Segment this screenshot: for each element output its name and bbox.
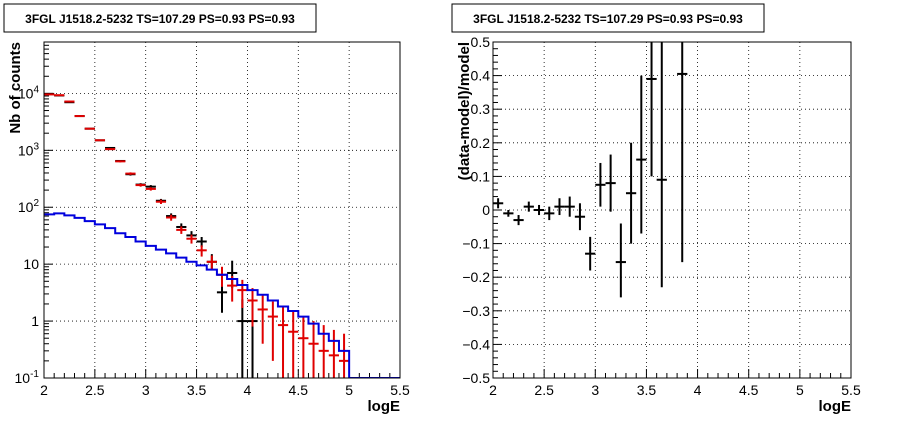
model-point [227,275,238,302]
x-tick-label: 5 [796,382,804,398]
data-point [237,299,248,378]
model-point [206,255,217,271]
plot-area [44,92,400,378]
residuals-point [544,206,555,221]
model-point [176,226,187,234]
model-point [288,311,299,378]
x-tick-label: 2.5 [534,382,554,398]
plot-frame-border [492,41,852,379]
y-tick-label: −0.1 [462,236,490,252]
chart-title-box [3,3,317,33]
y-tick-label: 10 [23,256,39,272]
y-tick-label: 0 [482,202,490,218]
residuals-point [513,215,524,226]
y-tick-label: 0.3 [471,101,491,117]
plot-frame-border [43,41,401,379]
x-axis-title: logE [368,398,401,415]
x-axis-title: logE [819,398,852,415]
model-point [155,199,167,205]
chart-title: 3FGL J1518.2-5232 TS=107.29 PS=0.93 PS=0… [473,12,743,26]
model-point [267,301,278,361]
residuals-point [564,196,575,217]
residuals-point [625,142,637,244]
y-tick-label: 0.5 [471,34,491,50]
model-point [54,94,65,97]
y-tick-label: −0.2 [462,269,490,285]
model-point [298,316,309,378]
model-point [135,183,146,187]
residuals-point [615,223,626,298]
model-point [74,115,85,118]
x-tick-label: 3 [142,382,150,398]
y-tick-label: −0.4 [462,336,490,352]
model-point [105,148,116,151]
x-tick-label: 2.5 [85,382,105,398]
model-point [338,333,350,378]
plot-area [493,42,688,298]
y-tick-label: 0.4 [471,68,491,84]
y-tick-label: 104 [18,84,40,101]
x-tick-label: 5 [345,382,353,398]
source-step-line [44,212,400,378]
residuals-point [554,198,565,216]
residuals-point [503,210,514,217]
y-tick-label: 103 [18,141,40,158]
residuals-point [574,203,586,231]
model-point [84,127,95,130]
model-point [44,93,55,96]
model-point [186,234,197,244]
residuals-point [523,201,534,212]
residuals-point [595,162,606,207]
model-point [115,160,126,163]
model-point [277,306,289,378]
residuals-point [636,75,647,234]
model-point [328,329,339,378]
x-tick-label: 3.5 [187,382,207,398]
residuals-point [533,204,545,216]
x-tick-label: 4.5 [739,382,759,398]
model-point [247,288,258,327]
y-axis-title: Nb of counts [7,42,24,134]
y-tick-label: 1 [31,313,39,329]
x-tick-label: 5.5 [841,382,861,398]
model-point [125,172,136,175]
y-tick-label: 0.1 [471,168,491,184]
residuals-point [585,236,596,271]
chart-title-box [451,3,765,33]
chart-title: 3FGL J1518.2-5232 TS=107.29 PS=0.93 PS=0… [25,12,295,26]
model-point [64,100,75,103]
model-point [166,214,177,221]
residuals-point [646,42,657,177]
y-tick-label: 0.2 [471,135,491,151]
x-tick-label: 2 [489,382,497,398]
residuals-point [605,154,616,212]
model-point [94,139,106,142]
y-tick-label: 10-1 [15,369,40,386]
model-point [196,245,207,257]
model-point [257,294,268,344]
x-tick-label: 4.5 [289,382,309,398]
x-tick-label: 2 [40,382,48,398]
model-point [308,321,319,378]
residuals-point [656,42,667,288]
left-panel: 2 2.5 3 3.5 4 4.5 5 5.5 10-1 1 10 102 103 104 logE Nb o… [3,3,410,415]
plot-frame [43,41,401,379]
x-tick-label: 5.5 [390,382,410,398]
x-tick-label: 4 [244,382,252,398]
right-panel: 2 2.5 3 3.5 4 4.5 5 5.5 −0.5 −0.4 −0.3 −0.2 −0.1 0 0.1… [451,3,861,415]
y-tick-label: −0.3 [462,303,490,319]
residuals-point [677,42,688,263]
model-point [145,187,156,191]
y-tick-label: 102 [18,198,40,215]
x-tick-label: 3 [591,382,599,398]
residuals-point [493,198,504,209]
y-tick-label: −0.5 [462,370,490,386]
plot-frame [492,41,852,379]
y-axis-title: (data-model)/model [456,42,473,180]
x-tick-label: 4 [694,382,702,398]
x-tick-label: 3.5 [637,382,657,398]
